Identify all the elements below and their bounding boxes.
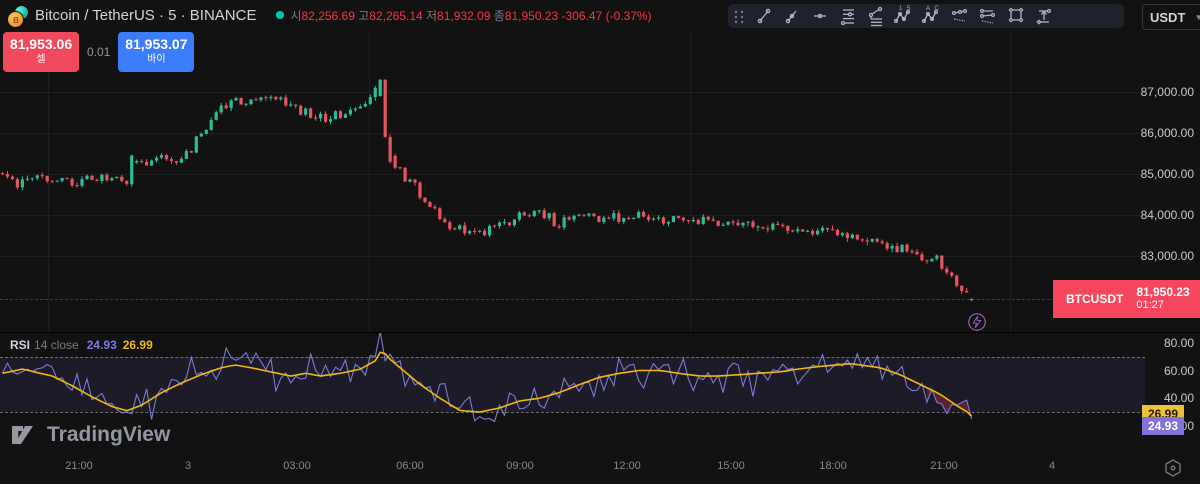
svg-text:5: 5: [907, 6, 911, 12]
svg-text:A: A: [926, 6, 930, 12]
svg-text:B: B: [13, 16, 19, 25]
svg-text:C: C: [935, 6, 940, 12]
svg-text:1: 1: [899, 6, 903, 12]
